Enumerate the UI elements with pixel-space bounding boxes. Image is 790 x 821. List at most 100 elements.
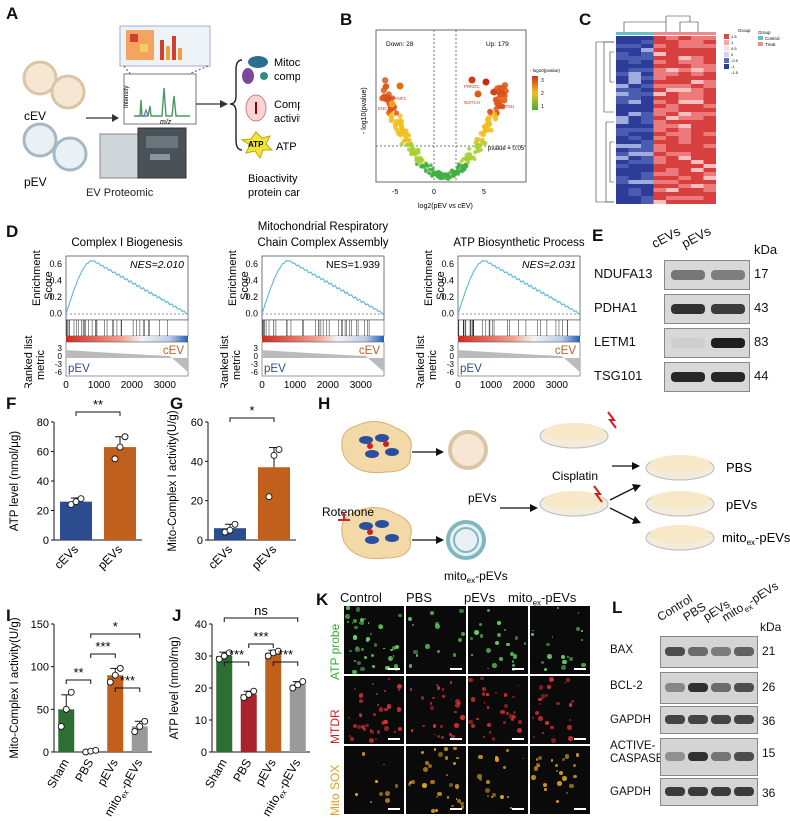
cell-bottom — [341, 507, 412, 560]
y-tick: 80 — [37, 417, 49, 429]
k-micrograph-grid — [344, 606, 596, 816]
heatmap-cell — [616, 156, 629, 160]
mass-spec-instrument-icon — [99, 127, 187, 179]
es-ytick: 0.6 — [245, 259, 258, 269]
pt-label-ndufs7: NDUFS7 — [490, 90, 508, 95]
heatmap-cell — [678, 180, 691, 184]
heatmap-cell — [678, 68, 691, 72]
heatmap-cell — [666, 176, 679, 180]
heatmap-cell — [641, 104, 654, 108]
heatmap-cell — [616, 160, 629, 164]
e-band — [671, 270, 705, 280]
heatmap-cell — [678, 172, 691, 176]
pev-tag: pEV — [68, 363, 90, 375]
gsea-title-line2: Chain Complex Assembly — [257, 237, 388, 249]
e-band — [711, 338, 745, 348]
rl-ytick: -3 — [447, 360, 455, 369]
nes-value: NES=1.939 — [326, 259, 380, 271]
heatmap-cell — [641, 144, 654, 148]
volcano-point — [452, 169, 457, 174]
es-ytick: 0.4 — [245, 276, 258, 286]
heatmap-cell — [666, 112, 679, 116]
heatmap-cell — [703, 180, 716, 184]
atp-burst-icon: ATP — [240, 131, 274, 160]
intensity-label: Intensity — [124, 86, 130, 108]
micrograph-tile — [468, 606, 528, 674]
volcano-point — [388, 117, 394, 123]
heatmap-cell — [641, 60, 654, 64]
panel-label-d: D — [6, 222, 19, 241]
heatmap-cell — [641, 168, 654, 172]
heatmap-cell — [678, 200, 691, 204]
heatmap-cell — [703, 136, 716, 140]
heatmap-cell — [691, 100, 704, 104]
bar — [214, 528, 246, 540]
heatmap-cell — [703, 116, 716, 120]
panel-label-b: B — [340, 10, 353, 29]
heatmap-cell — [691, 120, 704, 124]
gsea-plot-2: Mitochondrial Respiratory Chain Complex A… — [219, 221, 389, 388]
l-band — [688, 715, 708, 724]
rank-colorbar — [458, 336, 580, 342]
scale-bar — [388, 808, 400, 810]
xtick-5: 5 — [482, 189, 486, 196]
e-row-label: PDHA1 — [594, 300, 638, 315]
y-axis-label: Mito-Complex I activity(U/g) — [9, 617, 21, 758]
panel-label-k: K — [316, 590, 329, 609]
heatmap-cell — [628, 196, 641, 200]
volcano-point — [467, 146, 472, 151]
heatmap-cell — [691, 116, 704, 120]
heatmap-cell — [703, 104, 716, 108]
heatmap-cell — [641, 48, 654, 52]
heatmap-cell — [628, 40, 641, 44]
heatmap-cell — [653, 92, 666, 96]
down-count: Down: 28 — [386, 41, 414, 48]
heatmap-cell — [703, 192, 716, 196]
heatmap-cell — [616, 88, 629, 92]
col-dendrogram — [623, 15, 699, 34]
heatmap-cell — [666, 188, 679, 192]
volcano-point — [382, 96, 389, 102]
bar — [58, 709, 75, 752]
x-category-label: pEVs — [95, 542, 125, 572]
panel-e-blot: cEVs pEVs kDa NDUFA13 17 PDHA1 43 LETM1 83 TSG… — [594, 222, 790, 392]
heatmap-cell — [628, 172, 641, 176]
gsea-xtick: 0 — [63, 380, 69, 388]
y-tick: 20 — [37, 506, 49, 518]
volcano-point — [462, 164, 467, 169]
heatmap-cell — [653, 180, 666, 184]
heatmap-cell — [641, 132, 654, 136]
heatmap-cell — [641, 184, 654, 188]
heatmap-cell — [703, 52, 716, 56]
sig-bracket — [65, 679, 92, 684]
es-ylabel-2: Score — [435, 271, 447, 300]
l-band — [688, 683, 708, 692]
micrograph-tile — [344, 746, 404, 814]
heatmap-cell — [641, 80, 654, 84]
volcano-point — [416, 150, 421, 155]
l-blot-strip — [660, 738, 758, 776]
l-band — [711, 752, 731, 761]
scale-bar — [574, 808, 586, 810]
y-tick: 40 — [195, 619, 207, 631]
data-point — [121, 433, 129, 441]
heatmap-cell — [678, 108, 691, 112]
e-band — [711, 304, 745, 314]
volcano-point — [477, 143, 482, 149]
heatmap-cell — [616, 60, 629, 64]
bar — [216, 656, 233, 752]
heatmap-cell — [653, 100, 666, 104]
volcano-highlight-point — [490, 88, 498, 96]
heat-group-label: Group — [738, 28, 751, 33]
heatmap-cell — [641, 108, 654, 112]
e-blot-strip — [664, 328, 750, 358]
rl-ylabel-2: metric — [427, 350, 439, 380]
micrograph-tile — [530, 676, 590, 744]
heatmap-cell — [678, 40, 691, 44]
y-tick: 50 — [37, 704, 49, 716]
volcano-point — [393, 125, 398, 130]
l-band — [711, 683, 731, 692]
heatmap-cell — [653, 44, 666, 48]
heatmap-cell — [628, 80, 641, 84]
heatmap-cell — [616, 116, 629, 120]
